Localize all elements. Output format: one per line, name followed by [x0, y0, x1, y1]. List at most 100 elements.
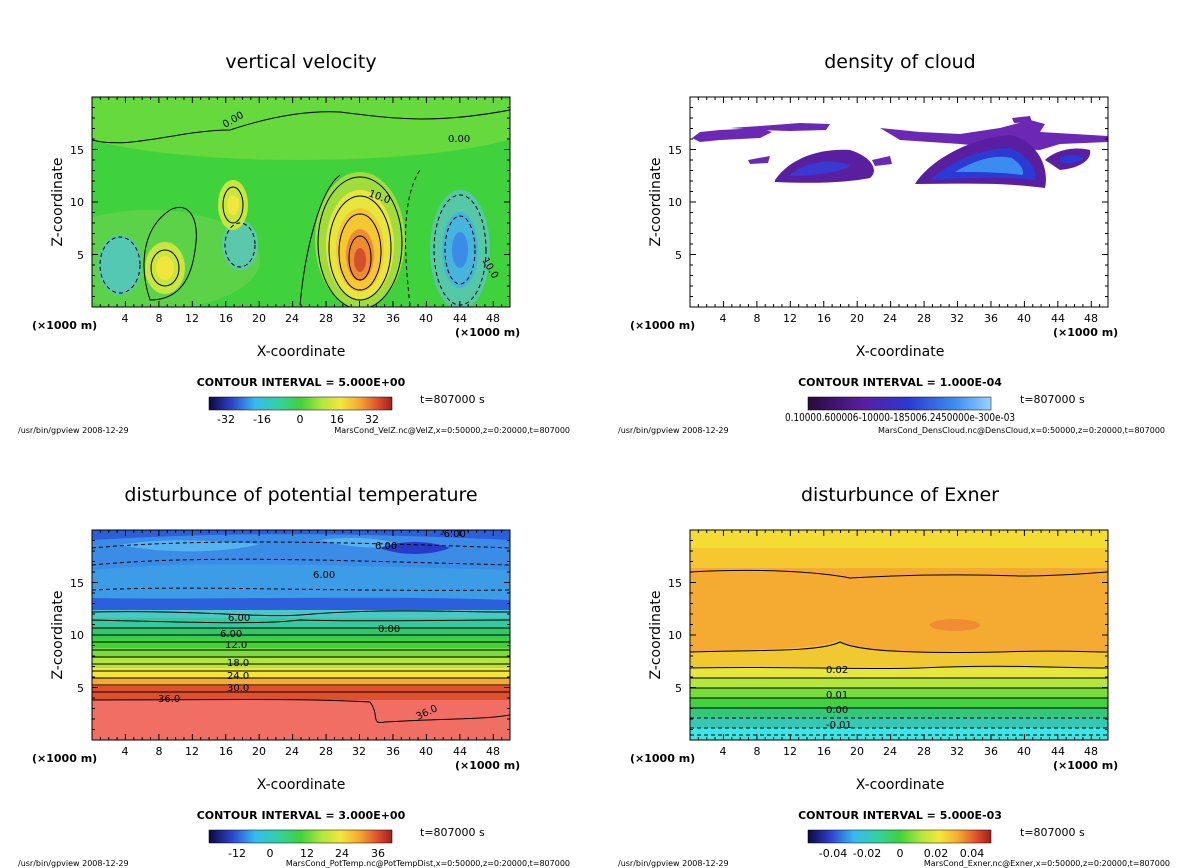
x-unit-right: (×1000 m) [1053, 759, 1118, 772]
x-unit-left: (×1000 m) [630, 319, 695, 332]
chart-title: vertical velocity [225, 51, 376, 73]
y-tick-label: 15 [668, 144, 682, 157]
colorbar-tick: 36 [371, 847, 385, 860]
contour-label: 0.00 [826, 705, 848, 716]
x-tick-label: 24 [883, 745, 897, 758]
plot-area [92, 530, 510, 740]
y-tick-label: 15 [70, 144, 84, 157]
contour-label: 6.00 [375, 541, 397, 552]
colorbar [807, 829, 992, 844]
y-axis-title: Z-coordinate [50, 590, 66, 679]
time-label: t=807000 s [420, 393, 485, 406]
colorbar [807, 396, 992, 411]
colorbar-tick: 12 [300, 847, 314, 860]
panel-potential-temperature: disturbunce of potential temperature [18, 484, 570, 868]
x-tick-label: 24 [285, 312, 299, 325]
colorbar-tick: -0.04 [819, 847, 847, 860]
x-unit-right: (×1000 m) [455, 326, 520, 339]
footer-right: MarsCond_DensCloud.nc@DensCloud,x=0:5000… [878, 426, 1165, 435]
contour-interval: CONTOUR INTERVAL = 5.000E-03 [798, 809, 1002, 822]
x-tick-label: 36 [984, 312, 998, 325]
x-axis-title: X-coordinate [856, 777, 945, 793]
x-tick-label: 4 [720, 312, 727, 325]
footer-left: /usr/bin/gpview 2008-12-29 [18, 859, 129, 868]
x-tick-label: 28 [917, 745, 931, 758]
x-tick-label: 24 [883, 312, 897, 325]
colorbar-tick: 16 [330, 413, 344, 426]
x-unit-left: (×1000 m) [32, 752, 97, 765]
y-tick-labels: 5 10 15 [70, 577, 84, 695]
y-tick-labels: 5 10 15 [70, 144, 84, 262]
x-tick-label: 4 [720, 745, 727, 758]
x-tick-label: 8 [156, 312, 163, 325]
contour-labels: -6.00 6.00 6.00 6.00 6.00 0.00 12.0 18.0… [158, 529, 466, 723]
x-tick-label: 48 [1084, 745, 1098, 758]
contour-interval: CONTOUR INTERVAL = 5.000E+00 [197, 376, 406, 389]
x-tick-label: 24 [285, 745, 299, 758]
y-tick-label: 5 [77, 249, 84, 262]
x-tick-label: 44 [1051, 312, 1065, 325]
contour-label: 12.0 [225, 640, 247, 651]
x-tick-label: 20 [252, 745, 266, 758]
contour-label: 24.0 [227, 671, 249, 682]
x-tick-label: 32 [950, 312, 964, 325]
x-tick-label: 48 [1084, 312, 1098, 325]
contour-labels: 0.02 0.01 0.00 -0.01 [826, 665, 852, 731]
x-tick-label: 32 [352, 312, 366, 325]
contour-label: 6.00 [228, 613, 250, 624]
colorbar-tick: 0 [297, 413, 304, 426]
footer-left: /usr/bin/gpview 2008-12-29 [618, 426, 729, 435]
x-tick-label: 36 [386, 312, 400, 325]
x-tick-label: 12 [185, 312, 199, 325]
x-axis-title: X-coordinate [257, 344, 346, 360]
plot-area [92, 97, 510, 307]
colorbar-tick: 32 [365, 413, 379, 426]
chart-title: density of cloud [824, 51, 976, 73]
x-axis-title: X-coordinate [856, 344, 945, 360]
plot-area [690, 530, 1108, 740]
tick-marks [92, 530, 510, 740]
contour-label: 0.00 [378, 624, 400, 635]
contour-label: 6.00 [313, 570, 335, 581]
x-tick-labels: 4 8 12 16 20 24 28 32 36 40 44 48 [720, 312, 1099, 325]
x-tick-label: 28 [319, 745, 333, 758]
footer-left: /usr/bin/gpview 2008-12-29 [618, 859, 729, 868]
colorbar-tick: 0 [267, 847, 274, 860]
colorbar-tick: 0.10000.600006-10000-185006.2450000e-300… [785, 411, 1015, 424]
contour-label: -0.01 [826, 720, 852, 731]
x-tick-label: 16 [817, 745, 831, 758]
y-tick-label: 5 [675, 682, 682, 695]
tick-marks [92, 97, 510, 307]
x-tick-label: 40 [1017, 745, 1031, 758]
x-tick-label: 44 [453, 745, 467, 758]
colorbar [208, 396, 393, 411]
x-unit-right: (×1000 m) [455, 759, 520, 772]
colorbar-tick: 24 [335, 847, 349, 860]
tick-marks [690, 97, 1108, 307]
x-tick-label: 12 [783, 312, 797, 325]
x-tick-label: 28 [917, 312, 931, 325]
colorbar-tick: -0.02 [853, 847, 881, 860]
y-tick-label: 10 [70, 629, 84, 642]
time-label: t=807000 s [420, 826, 485, 839]
colorbar [208, 829, 393, 844]
x-tick-label: 32 [352, 745, 366, 758]
x-tick-label: 40 [1017, 312, 1031, 325]
x-tick-label: 12 [185, 745, 199, 758]
x-tick-label: 40 [419, 312, 433, 325]
x-tick-labels: 4 8 12 16 20 24 28 32 36 40 44 48 [122, 312, 501, 325]
y-axis-title: Z-coordinate [648, 590, 664, 679]
colorbar-ticks: 0.10000.600006-10000-185006.2450000e-300… [785, 411, 1015, 424]
contour-label: -6.00 [440, 529, 466, 540]
x-unit-left: (×1000 m) [630, 752, 695, 765]
colorbar-ticks: -0.04 -0.02 0 0.02 0.04 [819, 847, 984, 860]
x-unit-left: (×1000 m) [32, 319, 97, 332]
x-axis-title: X-coordinate [257, 777, 346, 793]
panel-vertical-velocity: vertical velocity [18, 51, 570, 435]
footer-right: MarsCond_PotTemp.nc@PotTempDist,x=0:5000… [286, 859, 570, 868]
contour-label: 6.00 [220, 629, 242, 640]
x-tick-label: 44 [1051, 745, 1065, 758]
x-tick-label: 4 [122, 745, 129, 758]
tick-marks [690, 530, 1108, 740]
